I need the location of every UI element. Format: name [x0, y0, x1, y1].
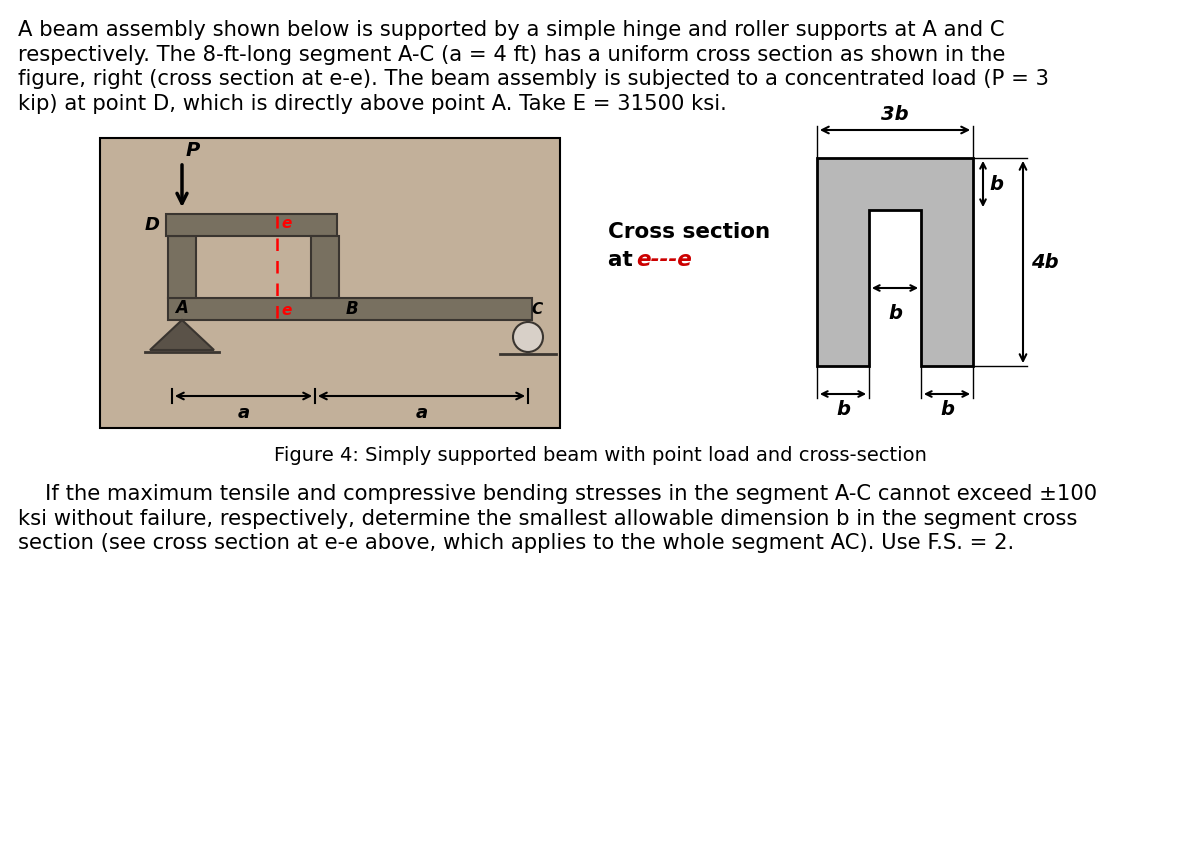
Text: b: b	[888, 304, 902, 323]
Text: figure, right (cross section at e-e). The beam assembly is subjected to a concen: figure, right (cross section at e-e). Th…	[18, 69, 1049, 89]
Polygon shape	[817, 158, 973, 366]
Text: b: b	[836, 400, 850, 419]
Text: e: e	[281, 303, 292, 318]
Text: ksi without failure, respectively, determine the smallest allowable dimension b : ksi without failure, respectively, deter…	[18, 509, 1078, 529]
Circle shape	[514, 322, 542, 352]
Text: section (see cross section at e-e above, which applies to the whole segment AC).: section (see cross section at e-e above,…	[18, 534, 1014, 553]
Text: C: C	[530, 301, 542, 317]
Bar	[311, 236, 340, 298]
Text: A beam assembly shown below is supported by a simple hinge and roller supports a: A beam assembly shown below is supported…	[18, 20, 1004, 40]
Polygon shape	[150, 320, 214, 350]
Text: Figure 4: Simply supported beam with point load and cross-section: Figure 4: Simply supported beam with poi…	[274, 446, 926, 465]
Bar	[168, 298, 532, 320]
Text: e---e: e---e	[636, 250, 692, 270]
Text: a: a	[238, 404, 250, 422]
Text: D: D	[145, 216, 160, 234]
Text: b: b	[989, 174, 1003, 194]
Text: A: A	[175, 299, 188, 317]
Text: at: at	[608, 250, 641, 270]
Text: 4b: 4b	[1031, 252, 1058, 271]
Text: b: b	[940, 400, 954, 419]
Text: e: e	[281, 216, 292, 231]
Text: P: P	[186, 141, 200, 160]
Text: B: B	[346, 300, 359, 318]
Text: kip) at point D, which is directly above point A. Take E = 31500 ksi.: kip) at point D, which is directly above…	[18, 94, 727, 114]
Text: respectively. The 8-ft-long segment A-C (a = 4 ft) has a uniform cross section a: respectively. The 8-ft-long segment A-C …	[18, 45, 1006, 64]
Bar	[100, 138, 560, 428]
Text: Cross section: Cross section	[608, 222, 770, 242]
Text: If the maximum tensile and compressive bending stresses in the segment A-C canno: If the maximum tensile and compressive b…	[18, 484, 1097, 504]
Text: 3b: 3b	[881, 105, 908, 124]
Bar	[168, 236, 196, 298]
Bar	[166, 214, 337, 236]
Text: a: a	[415, 404, 427, 422]
